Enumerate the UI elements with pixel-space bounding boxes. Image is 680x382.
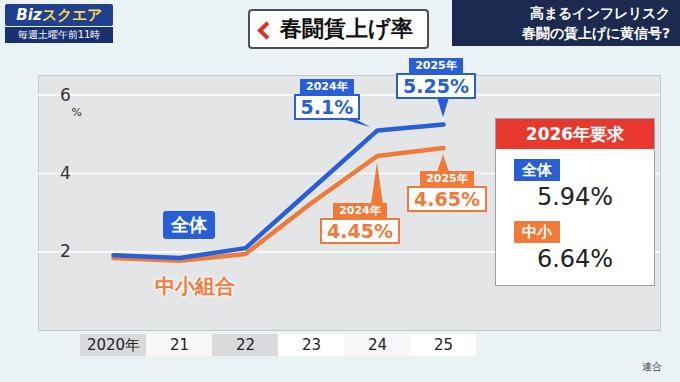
html-text:4.45%: 4.45%	[327, 219, 393, 242]
html-text:中小組合: 中小組合	[155, 274, 235, 299]
html-text:連合: 連合	[642, 361, 662, 372]
html-text:毎週土曜午前11時: 毎週土曜午前11時	[17, 29, 101, 40]
svg-text:2020年: 2020年	[87, 336, 140, 354]
html-text:全体: 全体	[171, 214, 207, 236]
svg-text:22: 22	[236, 336, 255, 354]
svg-text:2: 2	[60, 241, 71, 261]
svg-text:24: 24	[368, 336, 387, 354]
svg-text:21: 21	[170, 336, 189, 354]
html-text:高まるインフレリスク: 高まるインフレリスク	[530, 5, 670, 21]
svg-text:23: 23	[302, 336, 321, 354]
html-text:2024年: 2024年	[306, 80, 348, 94]
svg-text:6: 6	[60, 85, 71, 105]
svg-text:%: %	[72, 106, 82, 119]
html-text:5.25%: 5.25%	[403, 74, 469, 97]
svg-text:4: 4	[60, 163, 71, 183]
html-text:2026年要求: 2026年要求	[525, 124, 625, 144]
html-text:2025年: 2025年	[415, 58, 457, 72]
html-text:6.64%: 6.64%	[536, 245, 614, 273]
html-text:2025年: 2025年	[426, 172, 468, 186]
html-text:春闘の賃上げに黄信号?: 春闘の賃上げに黄信号?	[521, 25, 670, 41]
svg-text:25: 25	[434, 336, 453, 354]
html-text:4.65%: 4.65%	[414, 188, 480, 211]
html-text:2024年: 2024年	[339, 203, 381, 217]
html-text:全体: 全体	[522, 161, 552, 179]
html-text:春闘賃上げ率: 春闘賃上げ率	[280, 16, 413, 41]
html-text:5.94%: 5.94%	[536, 183, 614, 211]
html-text:5.1%: 5.1%	[300, 96, 354, 119]
html-text:Bizスクエア: Bizスクエア	[16, 6, 102, 24]
html-text:中小: 中小	[522, 223, 552, 241]
